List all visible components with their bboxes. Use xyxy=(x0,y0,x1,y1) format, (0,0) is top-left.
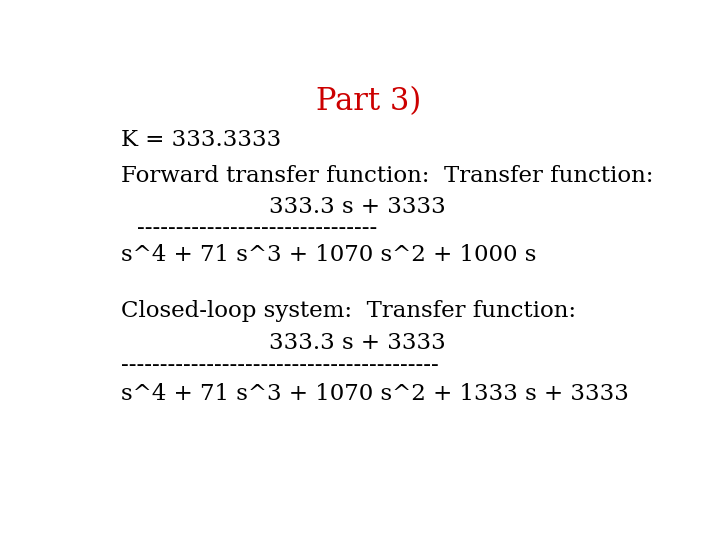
Text: -----------------------------------------: ----------------------------------------… xyxy=(121,354,438,376)
Text: Forward transfer function:  Transfer function:: Forward transfer function: Transfer func… xyxy=(121,165,653,187)
Text: K = 333.3333: K = 333.3333 xyxy=(121,129,281,151)
Text: 333.3 s + 3333: 333.3 s + 3333 xyxy=(269,332,445,354)
Text: Closed-loop system:  Transfer function:: Closed-loop system: Transfer function: xyxy=(121,300,576,322)
Text: 333.3 s + 3333: 333.3 s + 3333 xyxy=(269,196,445,218)
Text: s^4 + 71 s^3 + 1070 s^2 + 1000 s: s^4 + 71 s^3 + 1070 s^2 + 1000 s xyxy=(121,244,536,266)
Text: Part 3): Part 3) xyxy=(316,85,422,117)
Text: s^4 + 71 s^3 + 1070 s^2 + 1333 s + 3333: s^4 + 71 s^3 + 1070 s^2 + 1333 s + 3333 xyxy=(121,383,629,405)
Text: -------------------------------: ------------------------------- xyxy=(138,217,378,239)
